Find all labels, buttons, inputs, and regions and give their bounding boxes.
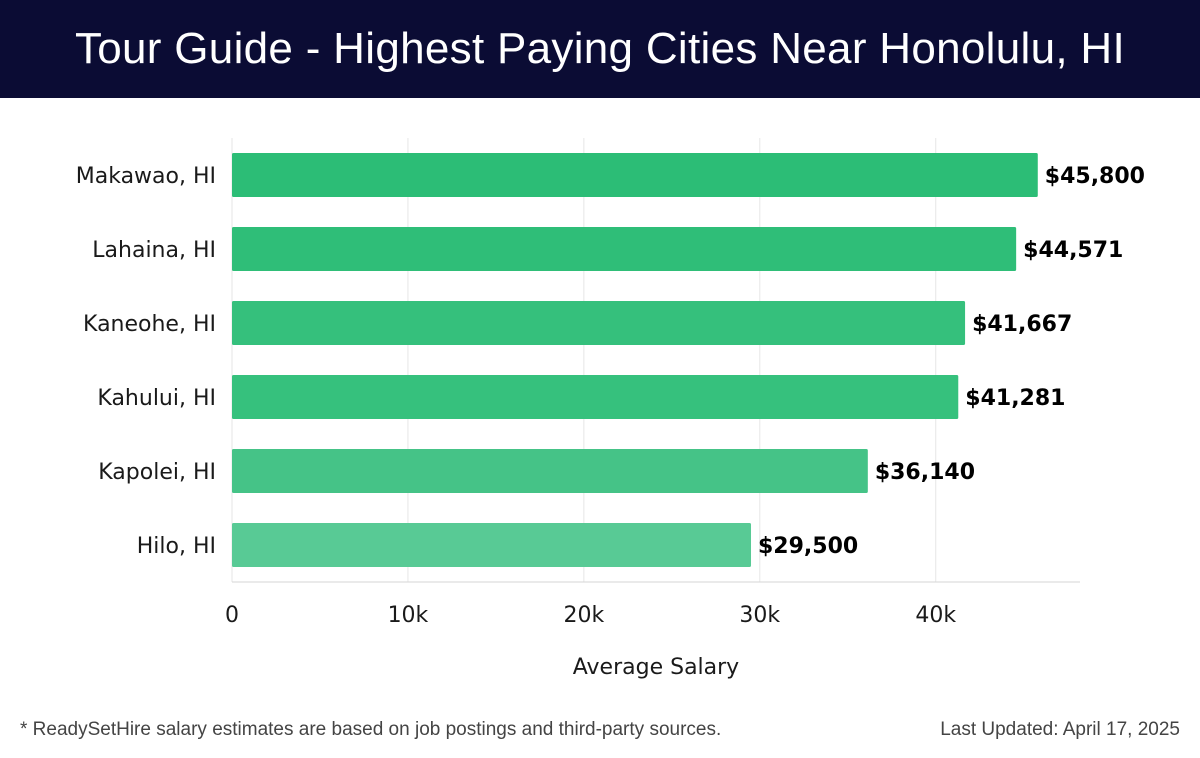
bar [232, 227, 1017, 271]
axes: 0 10k 20k 30k 40k Makawao, HI $45,800 Lahaina, … [76, 164, 1145, 628]
category-label: Kapolei, HI [98, 460, 216, 485]
value-label: $29,500 [758, 534, 858, 559]
value-label: $45,800 [1045, 164, 1145, 189]
value-label: $41,281 [965, 386, 1065, 411]
category-label: Makawao, HI [76, 164, 216, 189]
x-tick-label: 30k [739, 603, 780, 628]
x-tick-label: 0 [225, 603, 239, 628]
chart-header: Tour Guide - Highest Paying Cities Near … [0, 0, 1200, 98]
bar [232, 523, 752, 567]
category-label: Hilo, HI [137, 534, 216, 559]
value-label: $36,140 [875, 460, 975, 485]
category-label: Kahului, HI [97, 386, 216, 411]
bar-chart: 0 10k 20k 30k 40k Makawao, HI $45,800 Lahaina, … [76, 138, 1145, 680]
grid-lines [231, 138, 937, 582]
footer-note: * ReadySetHire salary estimates are base… [20, 719, 722, 740]
x-tick-label: 10k [388, 603, 429, 628]
value-label: $41,667 [972, 312, 1072, 337]
x-tick-label: 40k [915, 603, 956, 628]
bar [232, 153, 1038, 197]
last-updated: Last Updated: April 17, 2025 [940, 719, 1180, 740]
category-label: Kaneohe, HI [83, 312, 216, 337]
bar [232, 301, 966, 345]
chart-title: Tour Guide - Highest Paying Cities Near … [74, 24, 1126, 73]
bars [232, 153, 1038, 567]
bar [232, 375, 959, 419]
x-axis-title: Average Salary [573, 655, 739, 680]
x-tick-label: 20k [564, 603, 605, 628]
category-label: Lahaina, HI [92, 238, 216, 263]
bar [232, 449, 868, 493]
value-label: $44,571 [1023, 238, 1123, 263]
